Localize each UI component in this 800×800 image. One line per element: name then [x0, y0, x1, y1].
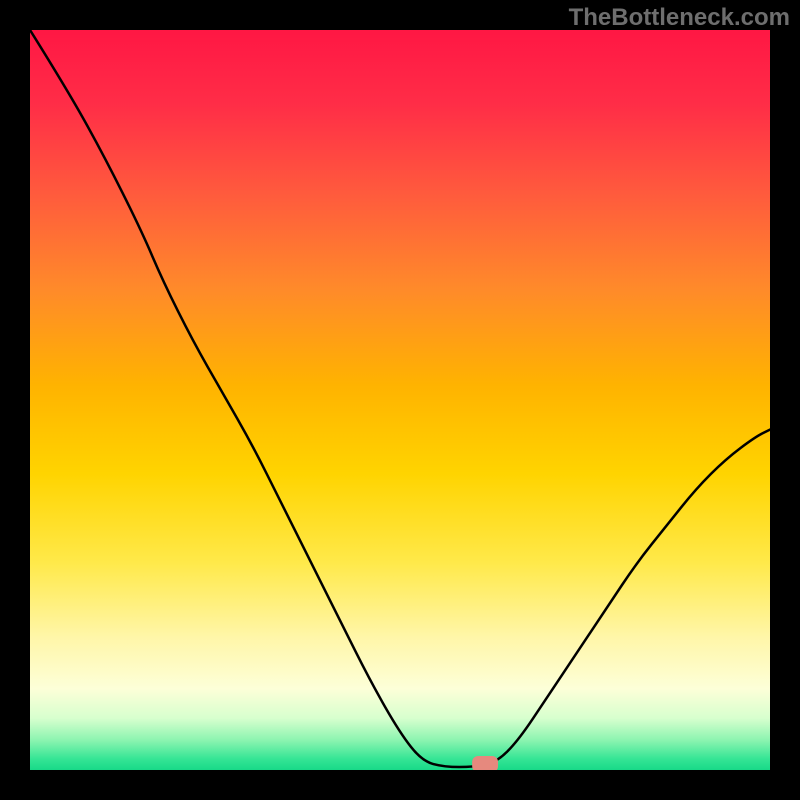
chart-svg — [30, 30, 770, 770]
watermark-text: TheBottleneck.com — [569, 4, 790, 32]
chart-plot-area — [30, 30, 770, 770]
optimal-marker — [472, 756, 498, 770]
chart-background — [30, 30, 770, 770]
